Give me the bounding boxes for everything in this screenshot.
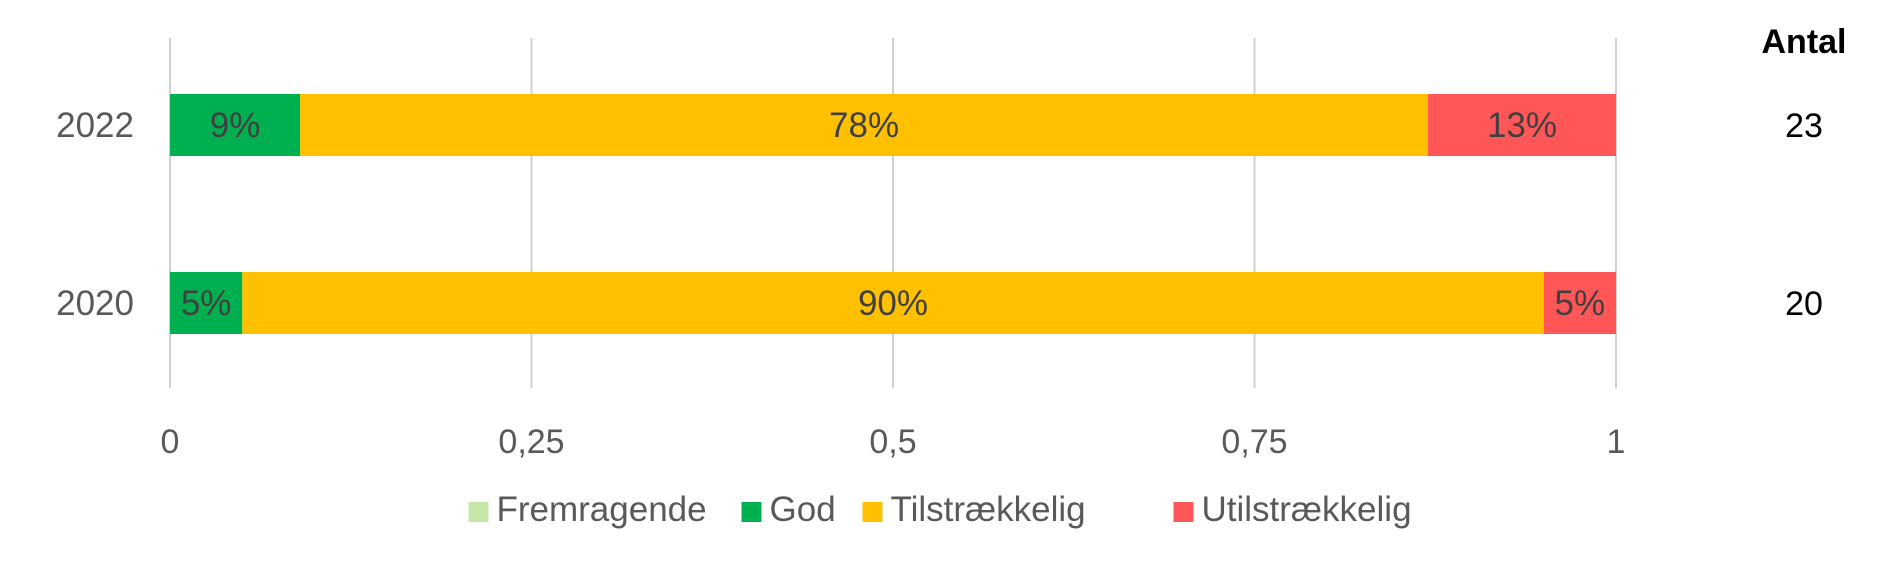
x-tick-label: 0,25: [498, 423, 564, 461]
category-labels: 2022 2020: [56, 106, 134, 323]
legend-label: Tilstrækkelig: [891, 490, 1086, 529]
gridlines: [169, 38, 1617, 388]
bar-segment: [1543, 272, 1616, 334]
data-label: 5%: [181, 284, 232, 323]
x-tick-label: 0: [161, 423, 180, 461]
bar-segment: [1428, 94, 1616, 156]
x-tick-labels: 0 0,25 0,5 0,75 1: [161, 423, 1626, 461]
legend: Fremragende God Tilstrækkelig Utilstrækkeli…: [468, 490, 1412, 529]
category-label: 2020: [56, 284, 134, 323]
data-label: 78%: [829, 106, 899, 145]
legend-swatch: [741, 502, 762, 522]
count-value: 20: [1785, 285, 1823, 323]
legend-label: Fremragende: [497, 490, 707, 529]
bar-segment: [300, 94, 1429, 156]
bar-segment: [170, 94, 301, 156]
x-tick-label: 1: [1607, 423, 1626, 461]
data-label: 5%: [1555, 284, 1606, 323]
bars: [170, 94, 1616, 334]
bar-labels: 9% 78% 13% 5% 90% 5%: [181, 106, 1605, 323]
count-column-header: Antal: [1762, 23, 1847, 61]
data-label: 9%: [210, 106, 261, 145]
count-value: 23: [1785, 107, 1823, 145]
legend-swatch: [1173, 502, 1194, 522]
legend-label: Utilstrækkelig: [1202, 490, 1412, 529]
x-tick-label: 0,5: [869, 423, 916, 461]
bar-segment: [242, 272, 1544, 334]
legend-swatch: [862, 502, 883, 522]
data-label: 90%: [858, 284, 928, 323]
data-label: 13%: [1487, 106, 1557, 145]
legend-swatch: [468, 502, 489, 522]
count-column: Antal 23 20: [1762, 23, 1847, 323]
x-tick-label: 0,75: [1221, 423, 1287, 461]
bar-segment: [170, 272, 243, 334]
category-label: 2022: [56, 106, 134, 145]
legend-label: God: [770, 490, 836, 529]
